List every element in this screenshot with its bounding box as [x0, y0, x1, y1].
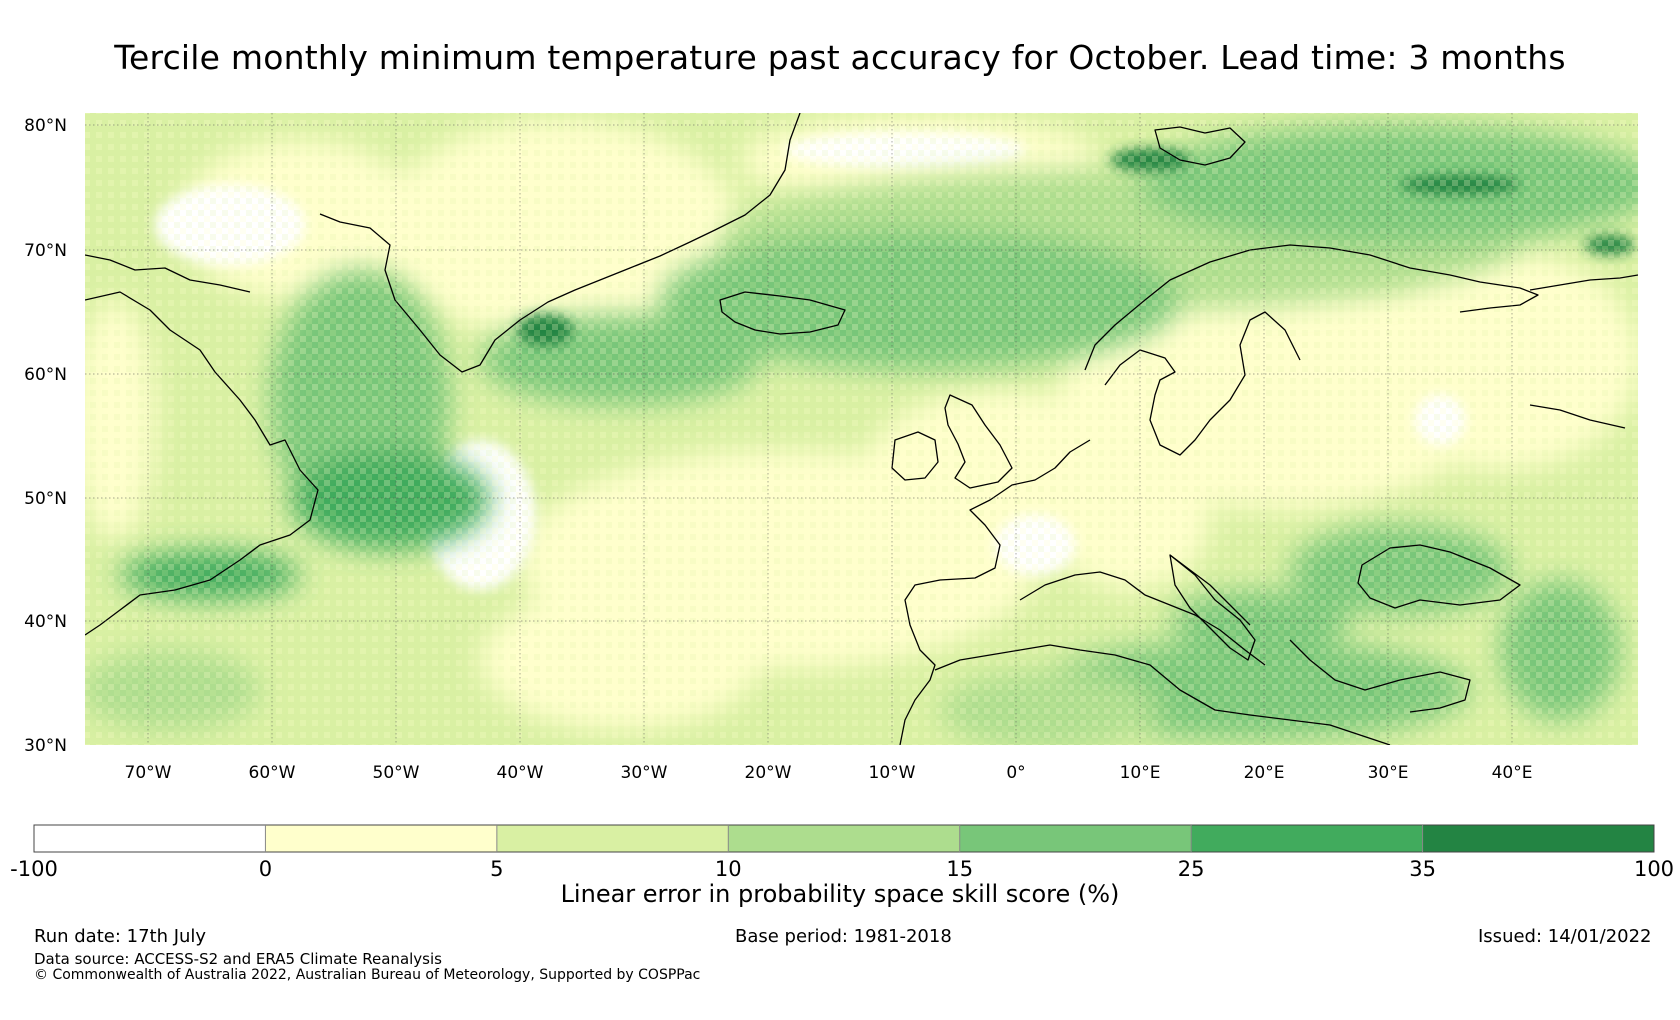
coast-labrador: [85, 291, 319, 636]
coast-britain: [944, 394, 1013, 489]
lat-label: 80°N: [24, 116, 67, 136]
colorbar-bin: [1191, 825, 1424, 852]
coast-russia-north: [1529, 274, 1638, 429]
lon-label: 10°W: [869, 763, 916, 783]
lat-label: 60°N: [24, 365, 67, 385]
base-period: Base period: 1981-2018: [735, 926, 952, 947]
coast-greenland: [319, 113, 801, 373]
lon-label: 60°W: [249, 763, 296, 783]
lon-label: 20°W: [745, 763, 792, 783]
colorbar-bin: [1422, 825, 1655, 852]
coast-greece-turkey: [1289, 639, 1471, 713]
lon-label: 0°: [1006, 763, 1025, 783]
map-title: Tercile monthly minimum temperature past…: [114, 38, 1566, 77]
colorbar-tick-label: 100: [1634, 857, 1674, 881]
coast-svalbard: [1154, 126, 1246, 166]
colorbar-bin: [265, 825, 498, 852]
colorbar-tick-label: 35: [1409, 857, 1436, 881]
issued-date: Issued: 14/01/2022: [1478, 926, 1652, 947]
colorbar-tick-label: 15: [946, 857, 973, 881]
lat-label: 50°N: [24, 489, 67, 509]
colorbar-tick-label: 5: [490, 857, 503, 881]
lon-label: 40°W: [497, 763, 544, 783]
lon-label: 30°E: [1368, 763, 1409, 783]
lon-label: 30°W: [621, 763, 668, 783]
colorbar-frame: [33, 824, 1655, 853]
copyright: © Commonwealth of Australia 2022, Austra…: [34, 967, 701, 983]
coast-black-sea: [1357, 544, 1521, 609]
lat-label: 30°N: [24, 736, 67, 756]
field-texture: [85, 113, 1638, 745]
colorbar-tick-label: 0: [259, 857, 272, 881]
lat-label: 70°N: [24, 241, 67, 261]
lat-labels: 80°N 70°N 60°N 50°N 40°N 30°N: [24, 116, 67, 756]
lat-label: 40°N: [24, 612, 67, 632]
colorbar-bin: [496, 825, 729, 852]
lon-label: 40°E: [1492, 763, 1533, 783]
colorbar-tick-label: -100: [10, 857, 58, 881]
lon-label: 50°W: [373, 763, 420, 783]
data-source: Data source: ACCESS-S2 and ERA5 Climate …: [34, 950, 442, 968]
colorbar-bin: [34, 825, 266, 852]
coastlines: [85, 113, 1638, 745]
skill-field: [85, 113, 1638, 745]
lon-label: 70°W: [125, 763, 172, 783]
skill-map: 80°N 70°N 60°N 50°N 40°N 30°N 70°W 60°W …: [24, 113, 1638, 783]
colorbar-bin: [728, 825, 961, 852]
coast-europe-west: [899, 439, 1091, 745]
lon-label: 10°E: [1120, 763, 1161, 783]
coast-italy: [1169, 554, 1256, 661]
colorbar-bin: [959, 825, 1192, 852]
coast-ireland: [891, 431, 939, 481]
colorbar-tick-label: 25: [1178, 857, 1205, 881]
coast-iceland: [719, 291, 846, 335]
lon-labels: 70°W 60°W 50°W 40°W 30°W 20°W 10°W 0° 10…: [125, 763, 1533, 783]
colorbar-label: Linear error in probability space skill …: [560, 880, 1120, 908]
lon-label: 20°E: [1244, 763, 1285, 783]
coast-canada-arctic: [85, 254, 251, 293]
graticule: [85, 113, 1638, 745]
colorbar-tick-label: 10: [715, 857, 742, 881]
run-date: Run date: 17th July: [34, 926, 207, 947]
coast-scandinavia: [1084, 244, 1539, 456]
